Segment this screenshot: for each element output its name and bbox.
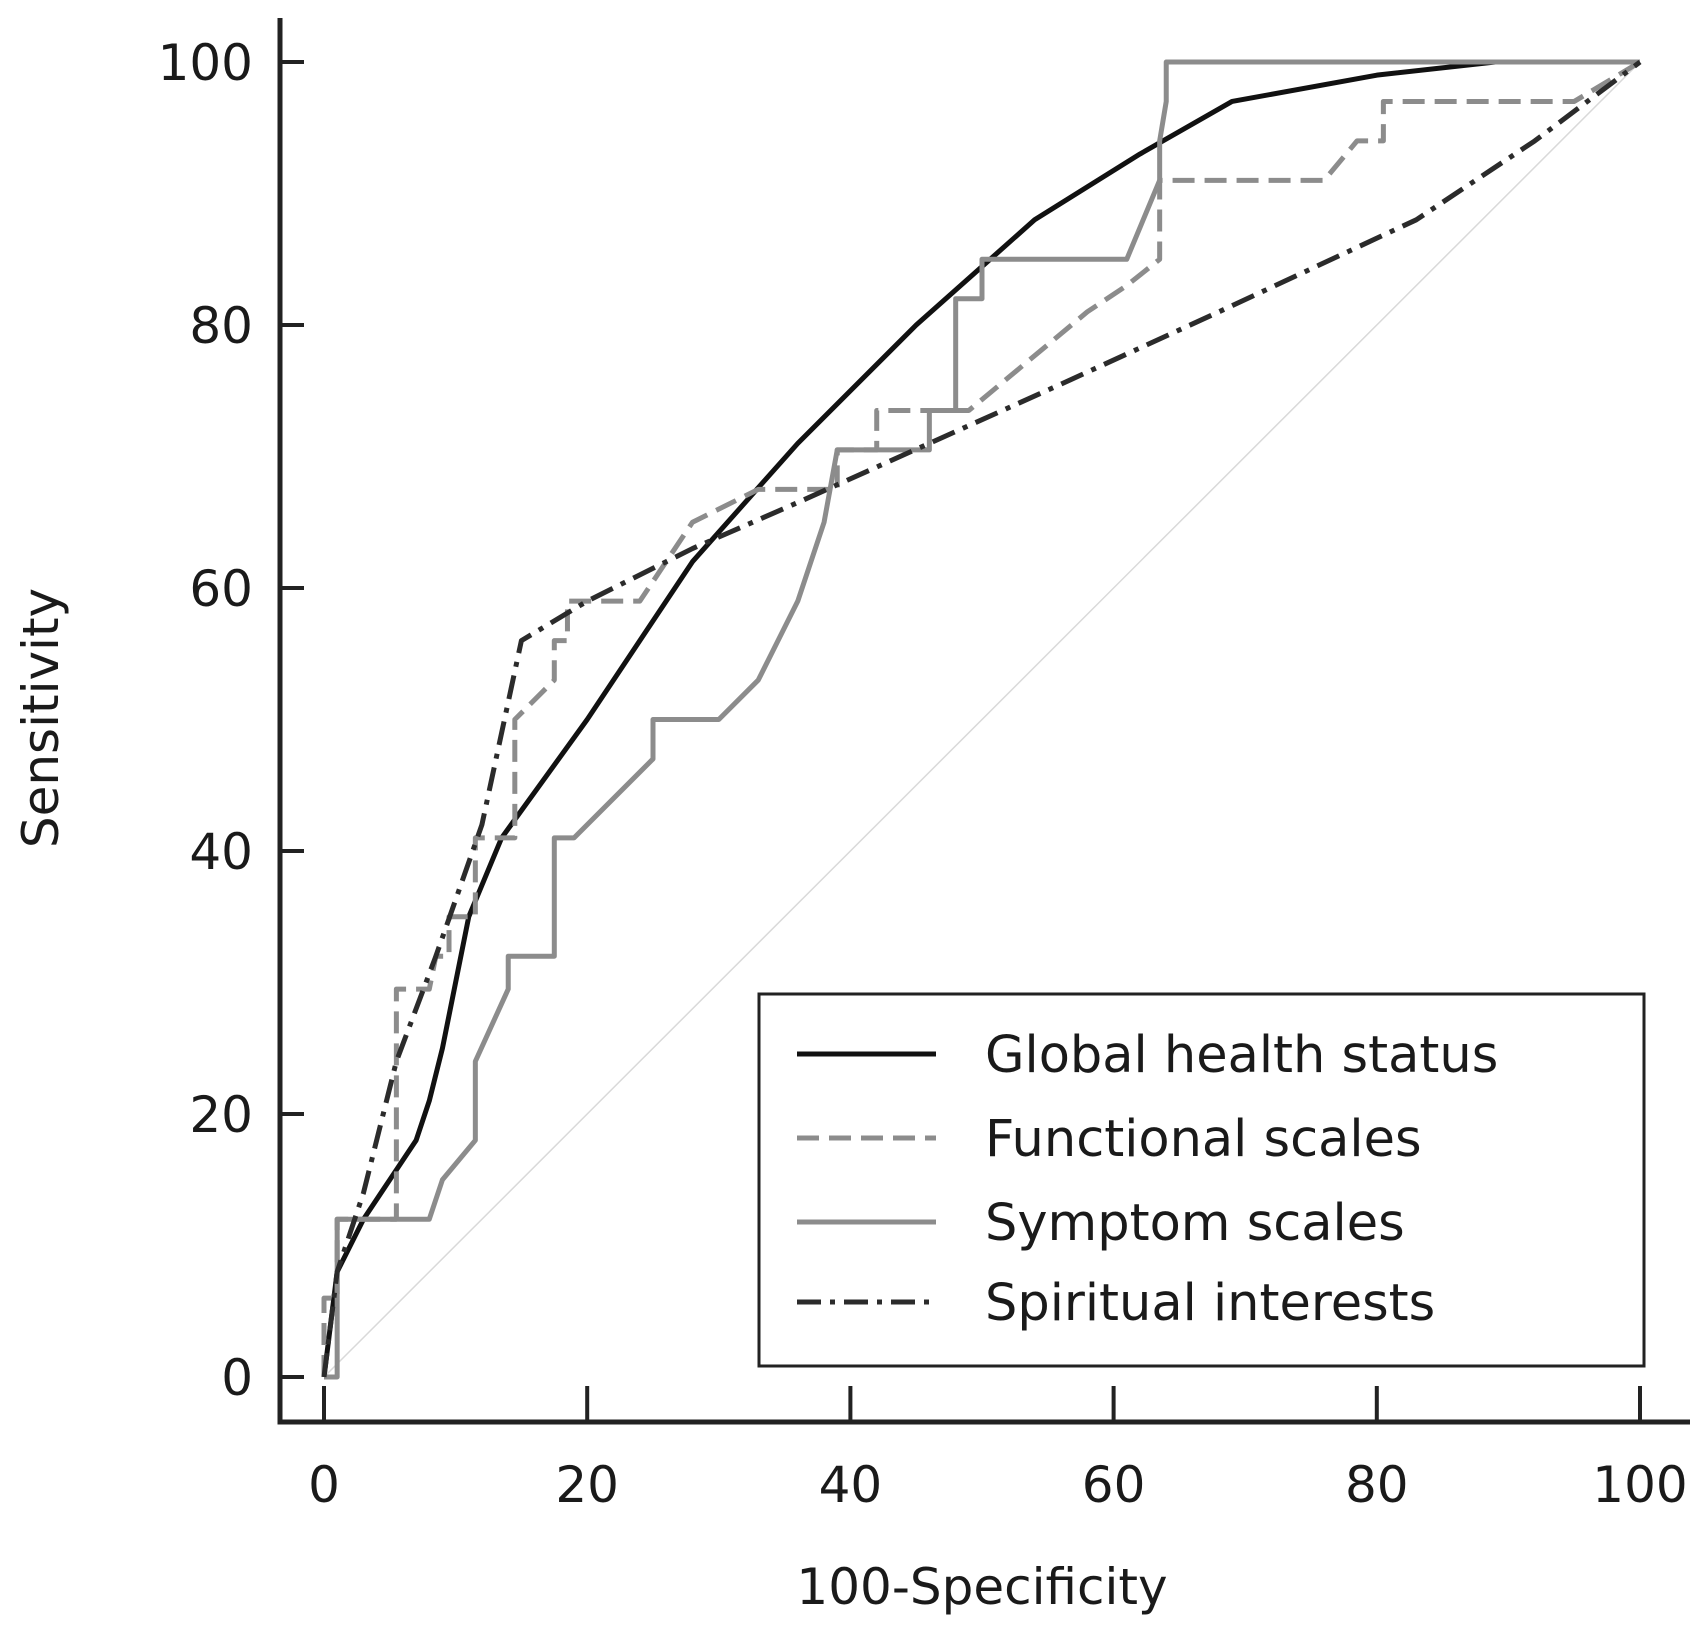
x-tick-label: 60	[1082, 1456, 1146, 1514]
legend-label-spiritual-interests: Spiritual interests	[985, 1274, 1435, 1333]
reference-diagonal	[323, 61, 1641, 1378]
series-line-spiritual-interests	[321, 59, 1642, 1378]
y-tick-label: 0	[221, 1349, 253, 1407]
y-tick-label: 100	[158, 34, 253, 92]
x-axis-title: 100-Specificity	[796, 1558, 1167, 1616]
series-layer	[321, 59, 1642, 1380]
y-tick-label: 60	[189, 560, 253, 618]
x-tick-label: 20	[555, 1456, 619, 1514]
legend-label-global-health-status: Global health status	[985, 1026, 1498, 1085]
legend: Global health status Functional scales Sym…	[757, 992, 1646, 1368]
y-axis-ticks: 0 20 40 60 80 100	[158, 34, 304, 1407]
y-axis-title: Sensitivity	[12, 588, 70, 848]
y-tick-label: 80	[189, 297, 253, 355]
legend-label-symptom-scales: Symptom scales	[985, 1194, 1405, 1253]
y-tick-label: 20	[189, 1086, 253, 1144]
x-tick-label: 40	[819, 1456, 883, 1514]
series-line-global-health-status	[321, 59, 1640, 1378]
legend-label-functional-scales: Functional scales	[985, 1110, 1422, 1169]
x-axis-ticks: 0 20 40 60 80 100	[308, 1386, 1688, 1514]
x-tick-label: 100	[1592, 1456, 1687, 1514]
x-tick-label: 0	[308, 1456, 340, 1514]
y-tick-label: 40	[189, 823, 253, 881]
reference-layer	[323, 61, 1641, 1378]
legend-items: Global health status Functional scales Sym…	[797, 1026, 1498, 1333]
series-line-symptom-scales	[324, 59, 1640, 1380]
x-tick-label: 80	[1345, 1456, 1409, 1514]
series-line-functional-scales	[321, 59, 1642, 1377]
